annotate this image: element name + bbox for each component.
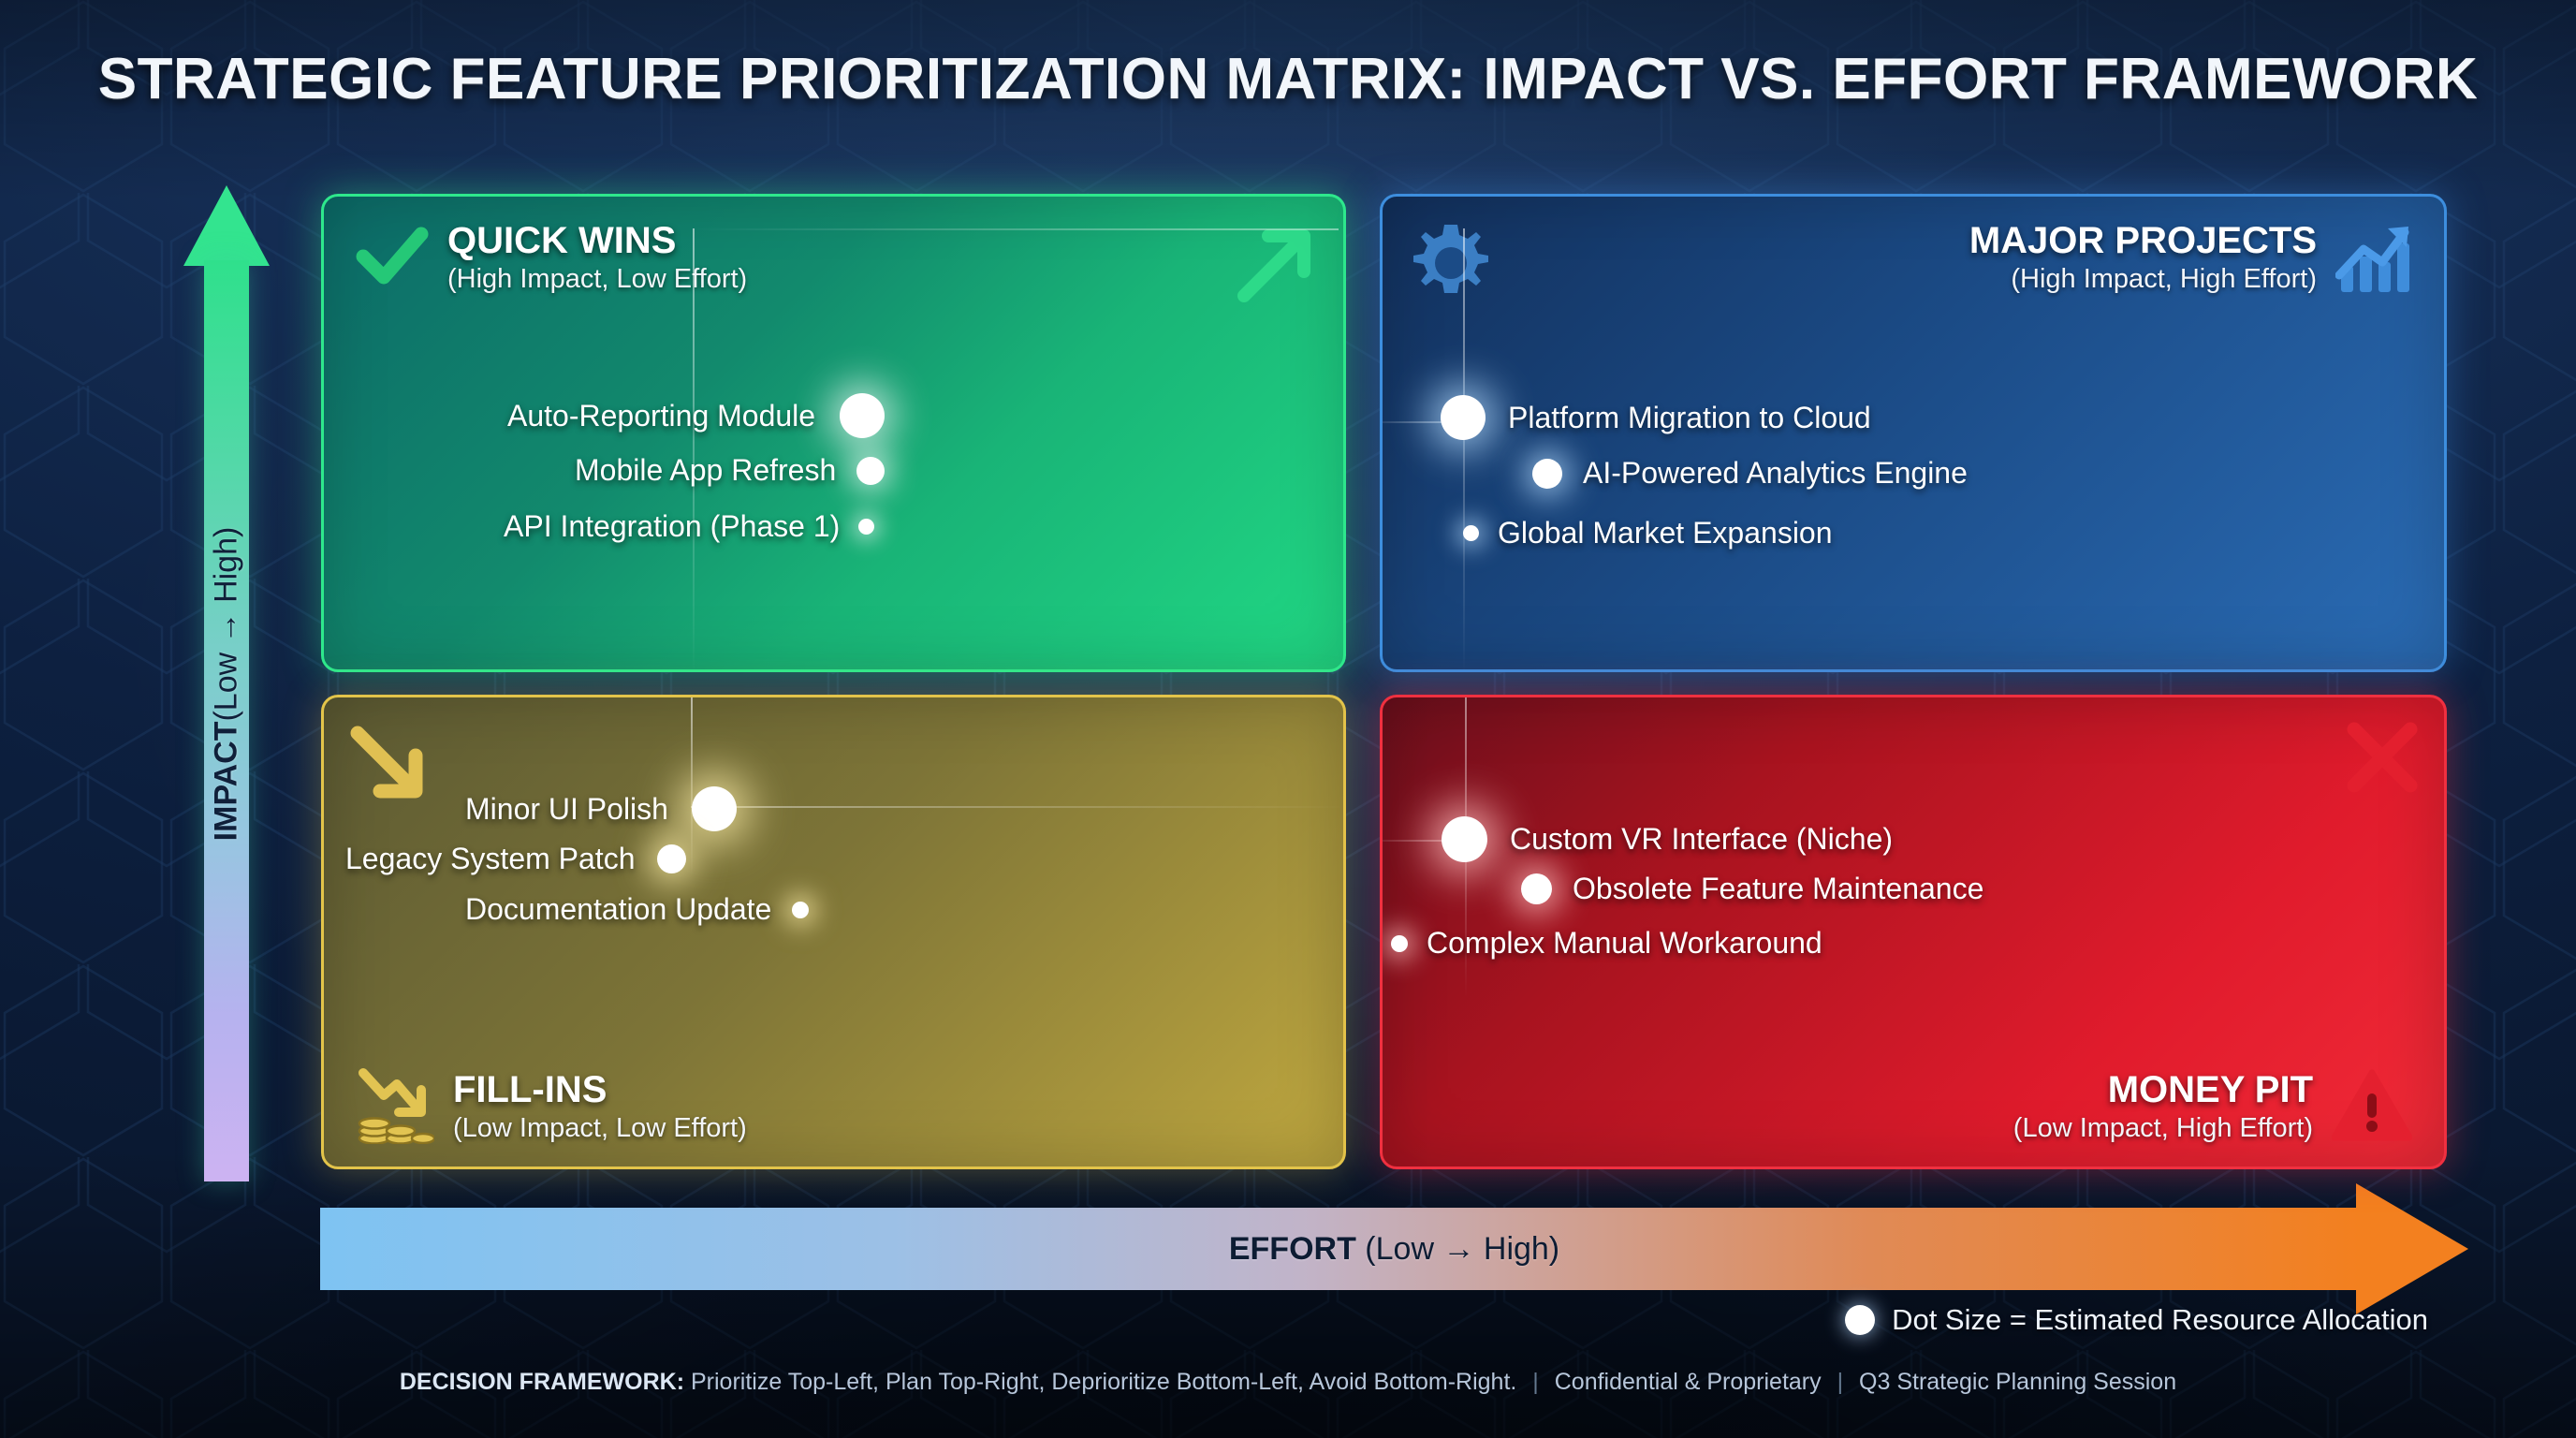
- money-pit-subtitle: (Low Impact, High Effort): [2012, 1113, 2313, 1143]
- flare-horizontal: [1383, 840, 1467, 842]
- money-pit-header: MONEY PIT (Low Impact, High Effort): [2013, 1069, 2412, 1144]
- footer-confidential: Confidential & Proprietary: [1554, 1369, 1822, 1395]
- gear-icon: [1413, 225, 1488, 293]
- flare-horizontal: [693, 228, 1339, 230]
- up-arrow-icon: [183, 185, 270, 266]
- major-projects-title: MAJOR PROJECTS: [1969, 220, 2317, 261]
- quadrant-fill-ins[interactable]: FILL-INS (Low Impact, Low Effort) Minor …: [321, 695, 1346, 1169]
- footer-divider-1: |: [1532, 1369, 1539, 1395]
- quadrant-money-pit[interactable]: MONEY PIT (Low Impact, High Effort) Cust…: [1380, 695, 2447, 1169]
- item-label: Auto-Reporting Module: [507, 398, 816, 433]
- coins-down-icon: [358, 1068, 434, 1144]
- major-projects-header: MAJOR PROJECTS (High Impact, High Effort…: [1969, 221, 2412, 296]
- item-label: Global Market Expansion: [1498, 516, 1833, 550]
- money-pit-title: MONEY PIT: [2107, 1069, 2313, 1110]
- item-dot[interactable]: [1532, 458, 1562, 489]
- list-item[interactable]: API Integration (Phase 1): [504, 509, 875, 544]
- effort-axis-range: (Low → High): [1365, 1230, 1560, 1267]
- legend: Dot Size = Estimated Resource Allocation: [1845, 1303, 2428, 1337]
- item-label: Mobile App Refresh: [575, 453, 837, 487]
- item-dot[interactable]: [1441, 395, 1486, 440]
- list-item[interactable]: Mobile App Refresh: [575, 453, 886, 488]
- fill-ins-title: FILL-INS: [453, 1069, 607, 1110]
- quadrant-quick-wins[interactable]: QUICK WINS (High Impact, Low Effort) Aut…: [321, 194, 1346, 672]
- item-dot[interactable]: [856, 456, 886, 485]
- flare-vertical: [1463, 228, 1465, 669]
- arrow-down-right-icon: [350, 726, 423, 799]
- item-label: Legacy System Patch: [345, 842, 636, 875]
- item-label: API Integration (Phase 1): [504, 509, 841, 543]
- item-label: Minor UI Polish: [465, 791, 668, 826]
- item-dot[interactable]: [858, 519, 875, 535]
- effort-axis-shaft: [320, 1208, 2358, 1290]
- item-dot[interactable]: [1521, 873, 1552, 904]
- effort-axis-label: EFFORT (Low → High): [320, 1208, 2468, 1290]
- list-item[interactable]: Custom VR Interface (Niche): [1442, 816, 1893, 862]
- list-item[interactable]: Legacy System Patch: [345, 842, 687, 876]
- footer-session: Q3 Strategic Planning Session: [1859, 1369, 2177, 1395]
- effort-axis-name: EFFORT: [1228, 1230, 1356, 1267]
- flare-vertical: [693, 228, 695, 669]
- list-item[interactable]: Obsolete Feature Maintenance: [1521, 872, 1983, 906]
- quadrant-major-projects[interactable]: MAJOR PROJECTS (High Impact, High Effort…: [1380, 194, 2447, 672]
- item-dot[interactable]: [1463, 525, 1479, 541]
- warning-triangle-icon: [2332, 1069, 2412, 1141]
- item-dot[interactable]: [1442, 816, 1487, 862]
- arrow-up-right-icon: [1237, 229, 1310, 302]
- list-item[interactable]: Auto-Reporting Module: [507, 393, 886, 438]
- list-item[interactable]: Platform Migration to Cloud: [1441, 395, 1871, 440]
- chart-up-icon: [2335, 227, 2409, 292]
- item-label: Custom VR Interface (Niche): [1510, 822, 1894, 856]
- flare-horizontal: [691, 806, 1343, 808]
- item-dot[interactable]: [691, 786, 737, 831]
- x-mark-icon: [2347, 722, 2418, 793]
- list-item[interactable]: Minor UI Polish: [465, 786, 737, 831]
- item-dot[interactable]: [657, 844, 687, 873]
- item-label: Documentation Update: [465, 892, 772, 926]
- list-item[interactable]: Global Market Expansion: [1463, 516, 1833, 550]
- check-icon: [356, 227, 429, 285]
- page-title: STRATEGIC FEATURE PRIORITIZATION MATRIX:…: [97, 47, 2479, 111]
- impact-axis-shaft: [204, 260, 249, 1181]
- fill-ins-header: FILL-INS (Low Impact, Low Effort): [356, 1065, 747, 1144]
- item-label: AI-Powered Analytics Engine: [1583, 456, 1968, 490]
- legend-dot-icon: [1845, 1305, 1876, 1335]
- footer-guidance: Prioritize Top-Left, Plan Top-Right, Dep…: [690, 1369, 1517, 1395]
- major-projects-subtitle: (High Impact, High Effort): [2011, 264, 2317, 294]
- item-dot[interactable]: [1391, 934, 1408, 952]
- legend-label: Dot Size = Estimated Resource Allocation: [1892, 1303, 2428, 1336]
- quick-wins-title: QUICK WINS: [447, 220, 677, 261]
- footer-lead: DECISION FRAMEWORK:: [399, 1369, 685, 1395]
- fill-ins-subtitle: (Low Impact, Low Effort): [453, 1113, 747, 1143]
- list-item[interactable]: AI-Powered Analytics Engine: [1532, 456, 1968, 491]
- item-dot[interactable]: [792, 901, 810, 918]
- flare-vertical: [691, 697, 693, 875]
- item-label: Platform Migration to Cloud: [1508, 400, 1871, 434]
- list-item[interactable]: Documentation Update: [465, 892, 810, 927]
- item-label: Complex Manual Workaround: [1427, 926, 1822, 960]
- item-label: Obsolete Feature Maintenance: [1573, 872, 1984, 905]
- footer-divider-2: |: [1837, 1369, 1844, 1395]
- list-item[interactable]: Complex Manual Workaround: [1391, 926, 1822, 961]
- quick-wins-subtitle: (High Impact, Low Effort): [447, 264, 748, 294]
- impact-axis-arrow: [183, 185, 270, 1181]
- footer: DECISION FRAMEWORK: Prioritize Top-Left,…: [0, 1369, 2576, 1396]
- flare-horizontal: [1383, 421, 1467, 423]
- item-dot[interactable]: [840, 393, 886, 438]
- quick-wins-header: QUICK WINS (High Impact, Low Effort): [356, 221, 747, 295]
